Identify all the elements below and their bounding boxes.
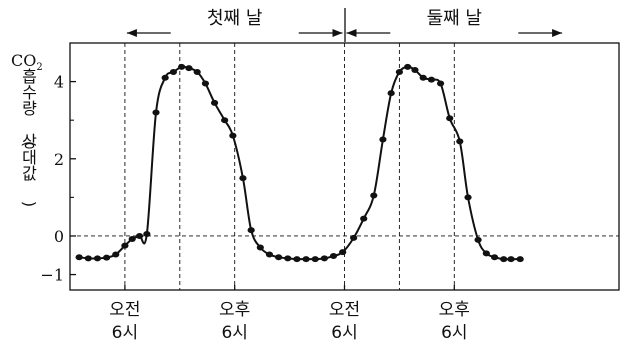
data-point xyxy=(93,255,102,262)
data-point xyxy=(516,256,524,263)
data-point xyxy=(75,254,83,261)
x-tick-label-top: 오후 xyxy=(439,300,470,320)
y-label-line3: 상대값 xyxy=(19,133,38,182)
y-axis-label: CO2 흡수량 ( 상대값 ) xyxy=(11,51,43,207)
data-point xyxy=(293,256,301,263)
data-point xyxy=(201,80,210,87)
x-tick-label-bottom: 6시 xyxy=(112,323,138,343)
y-tick-label: −1 xyxy=(40,266,64,285)
period-label: 첫째 날 xyxy=(207,8,262,29)
data-point xyxy=(152,109,160,116)
x-axis-ticks: 오전 6시 오후 6시 오전 6시 오후 6시 xyxy=(109,285,470,343)
data-point xyxy=(379,136,387,143)
data-point xyxy=(395,68,403,75)
data-point xyxy=(507,256,515,263)
data-point xyxy=(84,255,92,262)
data-point xyxy=(193,68,201,75)
data-point xyxy=(320,255,328,262)
data-point xyxy=(221,117,229,124)
data-point xyxy=(103,254,111,261)
data-point xyxy=(247,227,255,234)
data-point xyxy=(427,76,436,83)
data-point xyxy=(210,99,219,106)
data-point xyxy=(311,256,319,263)
data-point xyxy=(474,236,482,243)
data-point xyxy=(500,256,508,263)
period-header: 첫째 날 둘째 날 xyxy=(126,8,563,42)
x-tick-label-top: 오전 xyxy=(109,300,140,320)
y-axis-ticks: −1 0 2 4 xyxy=(40,73,76,285)
y-label-paren-close: ) xyxy=(20,201,39,207)
data-point xyxy=(464,194,472,201)
data-point xyxy=(419,74,427,81)
y-label-line2: 흡수량 xyxy=(19,68,38,116)
data-point xyxy=(456,138,464,145)
data-point xyxy=(302,256,310,263)
data-point xyxy=(128,236,136,243)
data-point xyxy=(256,244,264,251)
data-point xyxy=(121,242,129,249)
x-tick-label-top: 오전 xyxy=(329,300,360,320)
data-point xyxy=(411,67,419,74)
data-point xyxy=(112,251,120,258)
data-point xyxy=(436,80,445,87)
x-tick-label-bottom: 6시 xyxy=(441,323,467,343)
data-point xyxy=(490,254,499,261)
data-point xyxy=(143,231,151,238)
x-tick-label-bottom: 6시 xyxy=(221,323,247,343)
y-label-paren-open: ( xyxy=(20,141,39,147)
period-label: 둘째 날 xyxy=(427,8,482,29)
data-point xyxy=(482,250,490,257)
data-point xyxy=(275,254,283,261)
data-point xyxy=(329,253,338,260)
data-point xyxy=(161,74,169,81)
series-points xyxy=(75,63,524,263)
data-point xyxy=(135,232,144,239)
data-point xyxy=(178,63,186,70)
data-point xyxy=(387,90,395,97)
data-point xyxy=(229,132,237,139)
data-point xyxy=(185,65,193,72)
y-tick-label: 0 xyxy=(54,227,64,246)
data-point xyxy=(360,215,368,222)
x-tick-label-top: 오후 xyxy=(219,300,250,320)
data-point xyxy=(284,255,292,262)
data-point xyxy=(350,234,358,241)
data-point xyxy=(265,251,274,258)
data-point xyxy=(339,249,347,256)
x-tick-label-bottom: 6시 xyxy=(331,323,357,343)
y-label-co2: CO2 xyxy=(11,51,43,73)
y-tick-label: 4 xyxy=(54,73,64,92)
data-point xyxy=(446,115,454,122)
data-point xyxy=(239,175,247,182)
data-point xyxy=(404,63,412,70)
y-tick-label: 2 xyxy=(54,150,64,169)
data-point xyxy=(370,192,378,199)
data-point xyxy=(169,68,177,75)
gridlines xyxy=(70,43,619,290)
